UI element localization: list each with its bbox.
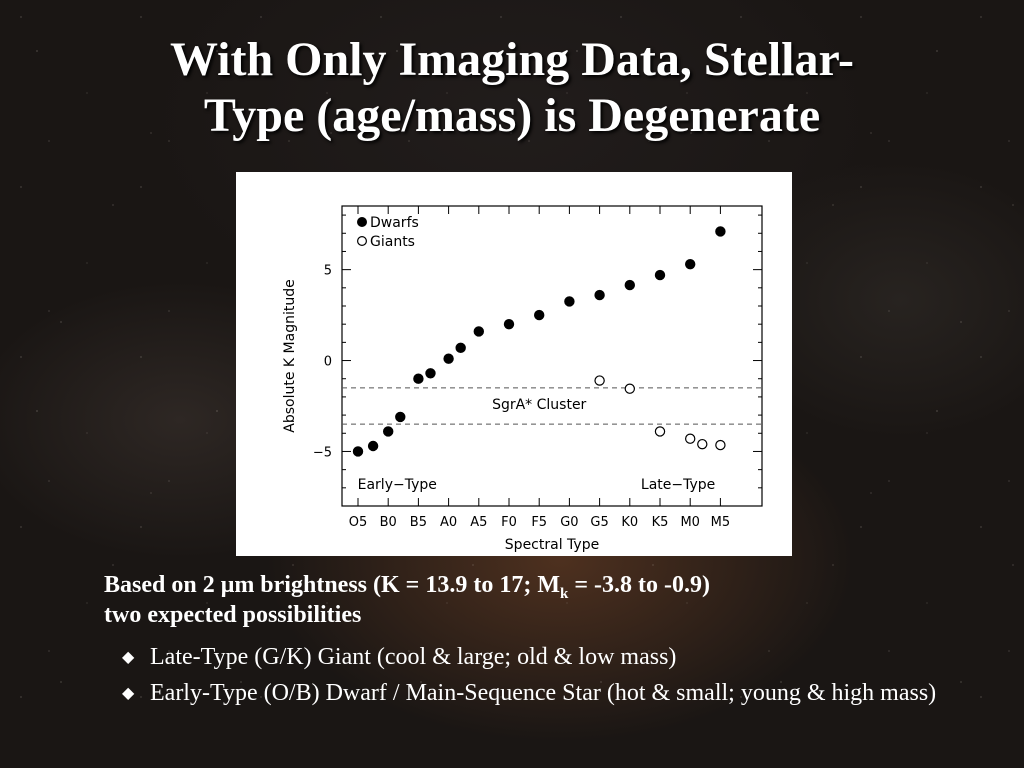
scatter-chart: O5 B0 B5 A0 A5 F0 F5 G0 G5 K0 K5 M0 M5 5 0 −5 SgrA* Clu… xyxy=(282,205,763,553)
legend-label: Giants xyxy=(370,234,415,250)
giant-point xyxy=(697,438,708,450)
legend-marker xyxy=(356,235,367,246)
lead-text-mid: m brightness (K = 13.9 to 17; M xyxy=(234,572,560,598)
dwarf-point xyxy=(352,446,364,457)
dwarf-point xyxy=(473,326,484,337)
bullet-text: Early-Type (O/B) Dwarf / Main-Sequence S… xyxy=(150,680,937,706)
bullet-text: Late-Type (G/K) Giant (cool & large; old… xyxy=(150,644,677,670)
x-tick-label: K0 xyxy=(621,515,638,530)
giant-point xyxy=(715,439,726,451)
x-tick-label: F0 xyxy=(501,515,517,530)
y-tick-label: −5 xyxy=(313,445,332,460)
x-tick-label: G5 xyxy=(590,515,608,530)
x-tick-label: K5 xyxy=(652,515,669,530)
annotation-label: Late−Type xyxy=(641,477,715,493)
dwarf-point xyxy=(654,269,666,281)
diamond-bullet-icon: ◆ xyxy=(122,647,135,666)
dwarf-point xyxy=(382,426,394,437)
bullet-item: ◆ Early-Type (O/B) Dwarf / Main-Sequence… xyxy=(104,678,984,708)
diamond-bullet-icon: ◆ xyxy=(122,683,135,702)
y-tick-label: 0 xyxy=(324,355,332,370)
giant-point xyxy=(594,375,605,386)
dwarf-point xyxy=(594,289,605,301)
dwarf-point xyxy=(395,411,406,423)
dwarf-point xyxy=(443,353,454,364)
dwarf-point xyxy=(624,279,635,291)
lead-paragraph: Based on 2 μm brightness (K = 13.9 to 17… xyxy=(104,570,984,630)
bullet-list: ◆ Late-Type (G/K) Giant (cool & large; o… xyxy=(104,642,984,708)
dwarf-point xyxy=(413,373,424,384)
x-tick-label: M0 xyxy=(680,515,700,530)
axis-ticks: O5 B0 B5 A0 A5 F0 F5 G0 G5 K0 K5 M0 M5 5 0 −5 xyxy=(313,206,762,530)
lead-text-post: = -3.8 to -0.9) xyxy=(568,572,710,598)
x-tick-label: O5 xyxy=(349,515,368,530)
dwarf-point xyxy=(367,440,379,452)
dwarf-point xyxy=(564,296,575,307)
legend-label: Dwarfs xyxy=(370,215,419,231)
dwarf-point xyxy=(715,226,726,237)
dwarf-point xyxy=(455,342,466,354)
legend: Dwarfs Giants xyxy=(356,215,419,250)
giant-point xyxy=(624,383,635,394)
legend-marker xyxy=(356,216,367,227)
x-tick-label: B5 xyxy=(410,515,427,530)
x-tick-label: A5 xyxy=(470,515,487,530)
dwarf-point xyxy=(425,368,436,379)
annotation-label: Early−Type xyxy=(358,477,437,493)
x-tick-label: F5 xyxy=(531,515,547,530)
x-tick-label: A0 xyxy=(440,515,457,530)
hr-diagram-figure: O5 B0 B5 A0 A5 F0 F5 G0 G5 K0 K5 M0 M5 5 0 −5 SgrA* Clu… xyxy=(236,172,792,556)
lead-text-pre: Based on 2 xyxy=(104,572,221,598)
giant-point xyxy=(654,426,666,437)
giant-point xyxy=(685,433,696,444)
x-tick-label: M5 xyxy=(711,515,731,530)
x-axis-label: Spectral Type xyxy=(505,537,599,553)
title-line-1: With Only Imaging Data, Stellar- xyxy=(169,33,855,86)
lead-line-2: two expected possibilities xyxy=(104,602,362,628)
slide-body: Based on 2 μm brightness (K = 13.9 to 17… xyxy=(104,570,984,714)
annotation-label: SgrA* Cluster xyxy=(492,397,586,413)
lead-mu: μ xyxy=(220,572,235,598)
x-tick-label: B0 xyxy=(380,515,397,530)
x-tick-label: G0 xyxy=(560,515,578,530)
dwarf-point xyxy=(503,318,515,330)
y-tick-label: 5 xyxy=(324,264,332,279)
data-points xyxy=(352,226,726,457)
dwarf-point xyxy=(685,258,696,270)
y-axis-label: Absolute K Magnitude xyxy=(282,279,298,432)
lead-subscript: k xyxy=(559,585,569,602)
plot-frame xyxy=(341,205,763,507)
bullet-item: ◆ Late-Type (G/K) Giant (cool & large; o… xyxy=(104,642,984,672)
slide-title: With Only Imaging Data, Stellar- Type (a… xyxy=(40,32,984,144)
dwarf-point xyxy=(534,309,545,321)
annotations: SgrA* Cluster Early−Type Late−Type xyxy=(358,397,716,493)
title-line-2: Type (age/mass) is Degenerate xyxy=(203,89,821,142)
reference-lines xyxy=(342,387,762,425)
